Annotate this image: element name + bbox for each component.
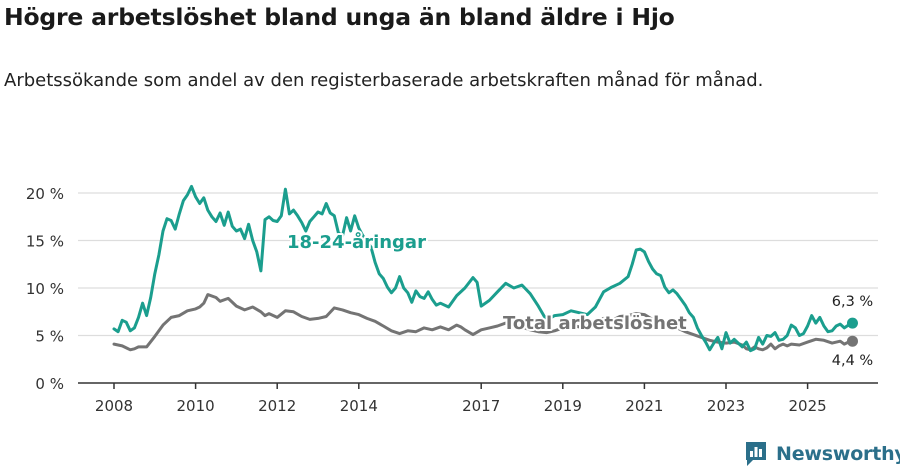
newsworthy-label: Newsworthy [776, 443, 900, 465]
series-label-total: Total arbetslöshet [503, 313, 687, 334]
end-value-label-youth: 6,3 % [832, 294, 873, 310]
end-value-label-total: 4,4 % [832, 353, 873, 369]
y-tick-label: 10 % [26, 280, 64, 298]
y-tick-label: 15 % [26, 233, 64, 251]
x-tick-label: 2010 [177, 397, 215, 415]
x-tick-label: 2012 [258, 397, 296, 415]
x-tick-label: 2017 [462, 397, 500, 415]
x-tick-label: 2008 [95, 397, 133, 415]
series-line-youth [112, 184, 854, 353]
x-tick-label: 2019 [544, 397, 582, 415]
x-tick-label: 2023 [707, 397, 745, 415]
chart-subtitle: Arbetssökande som andel av den registerb… [4, 70, 764, 91]
end-marker-youth [846, 317, 858, 329]
newsworthy-brand[interactable]: Newsworthy [744, 440, 900, 468]
series-line-total [112, 293, 854, 352]
series-label-youth: 18-24-åringar [287, 231, 426, 253]
x-tick-label: 2021 [625, 397, 663, 415]
y-tick-label: 0 % [35, 375, 64, 393]
x-tick-label: 2014 [340, 397, 378, 415]
end-marker-total [846, 335, 858, 347]
y-tick-label: 5 % [35, 328, 64, 346]
y-tick-label: 20 % [26, 185, 64, 203]
chart-title: Högre arbetslöshet bland unga än bland ä… [4, 3, 675, 31]
x-tick-label: 2025 [789, 397, 827, 415]
newsworthy-logo-icon [746, 442, 766, 466]
